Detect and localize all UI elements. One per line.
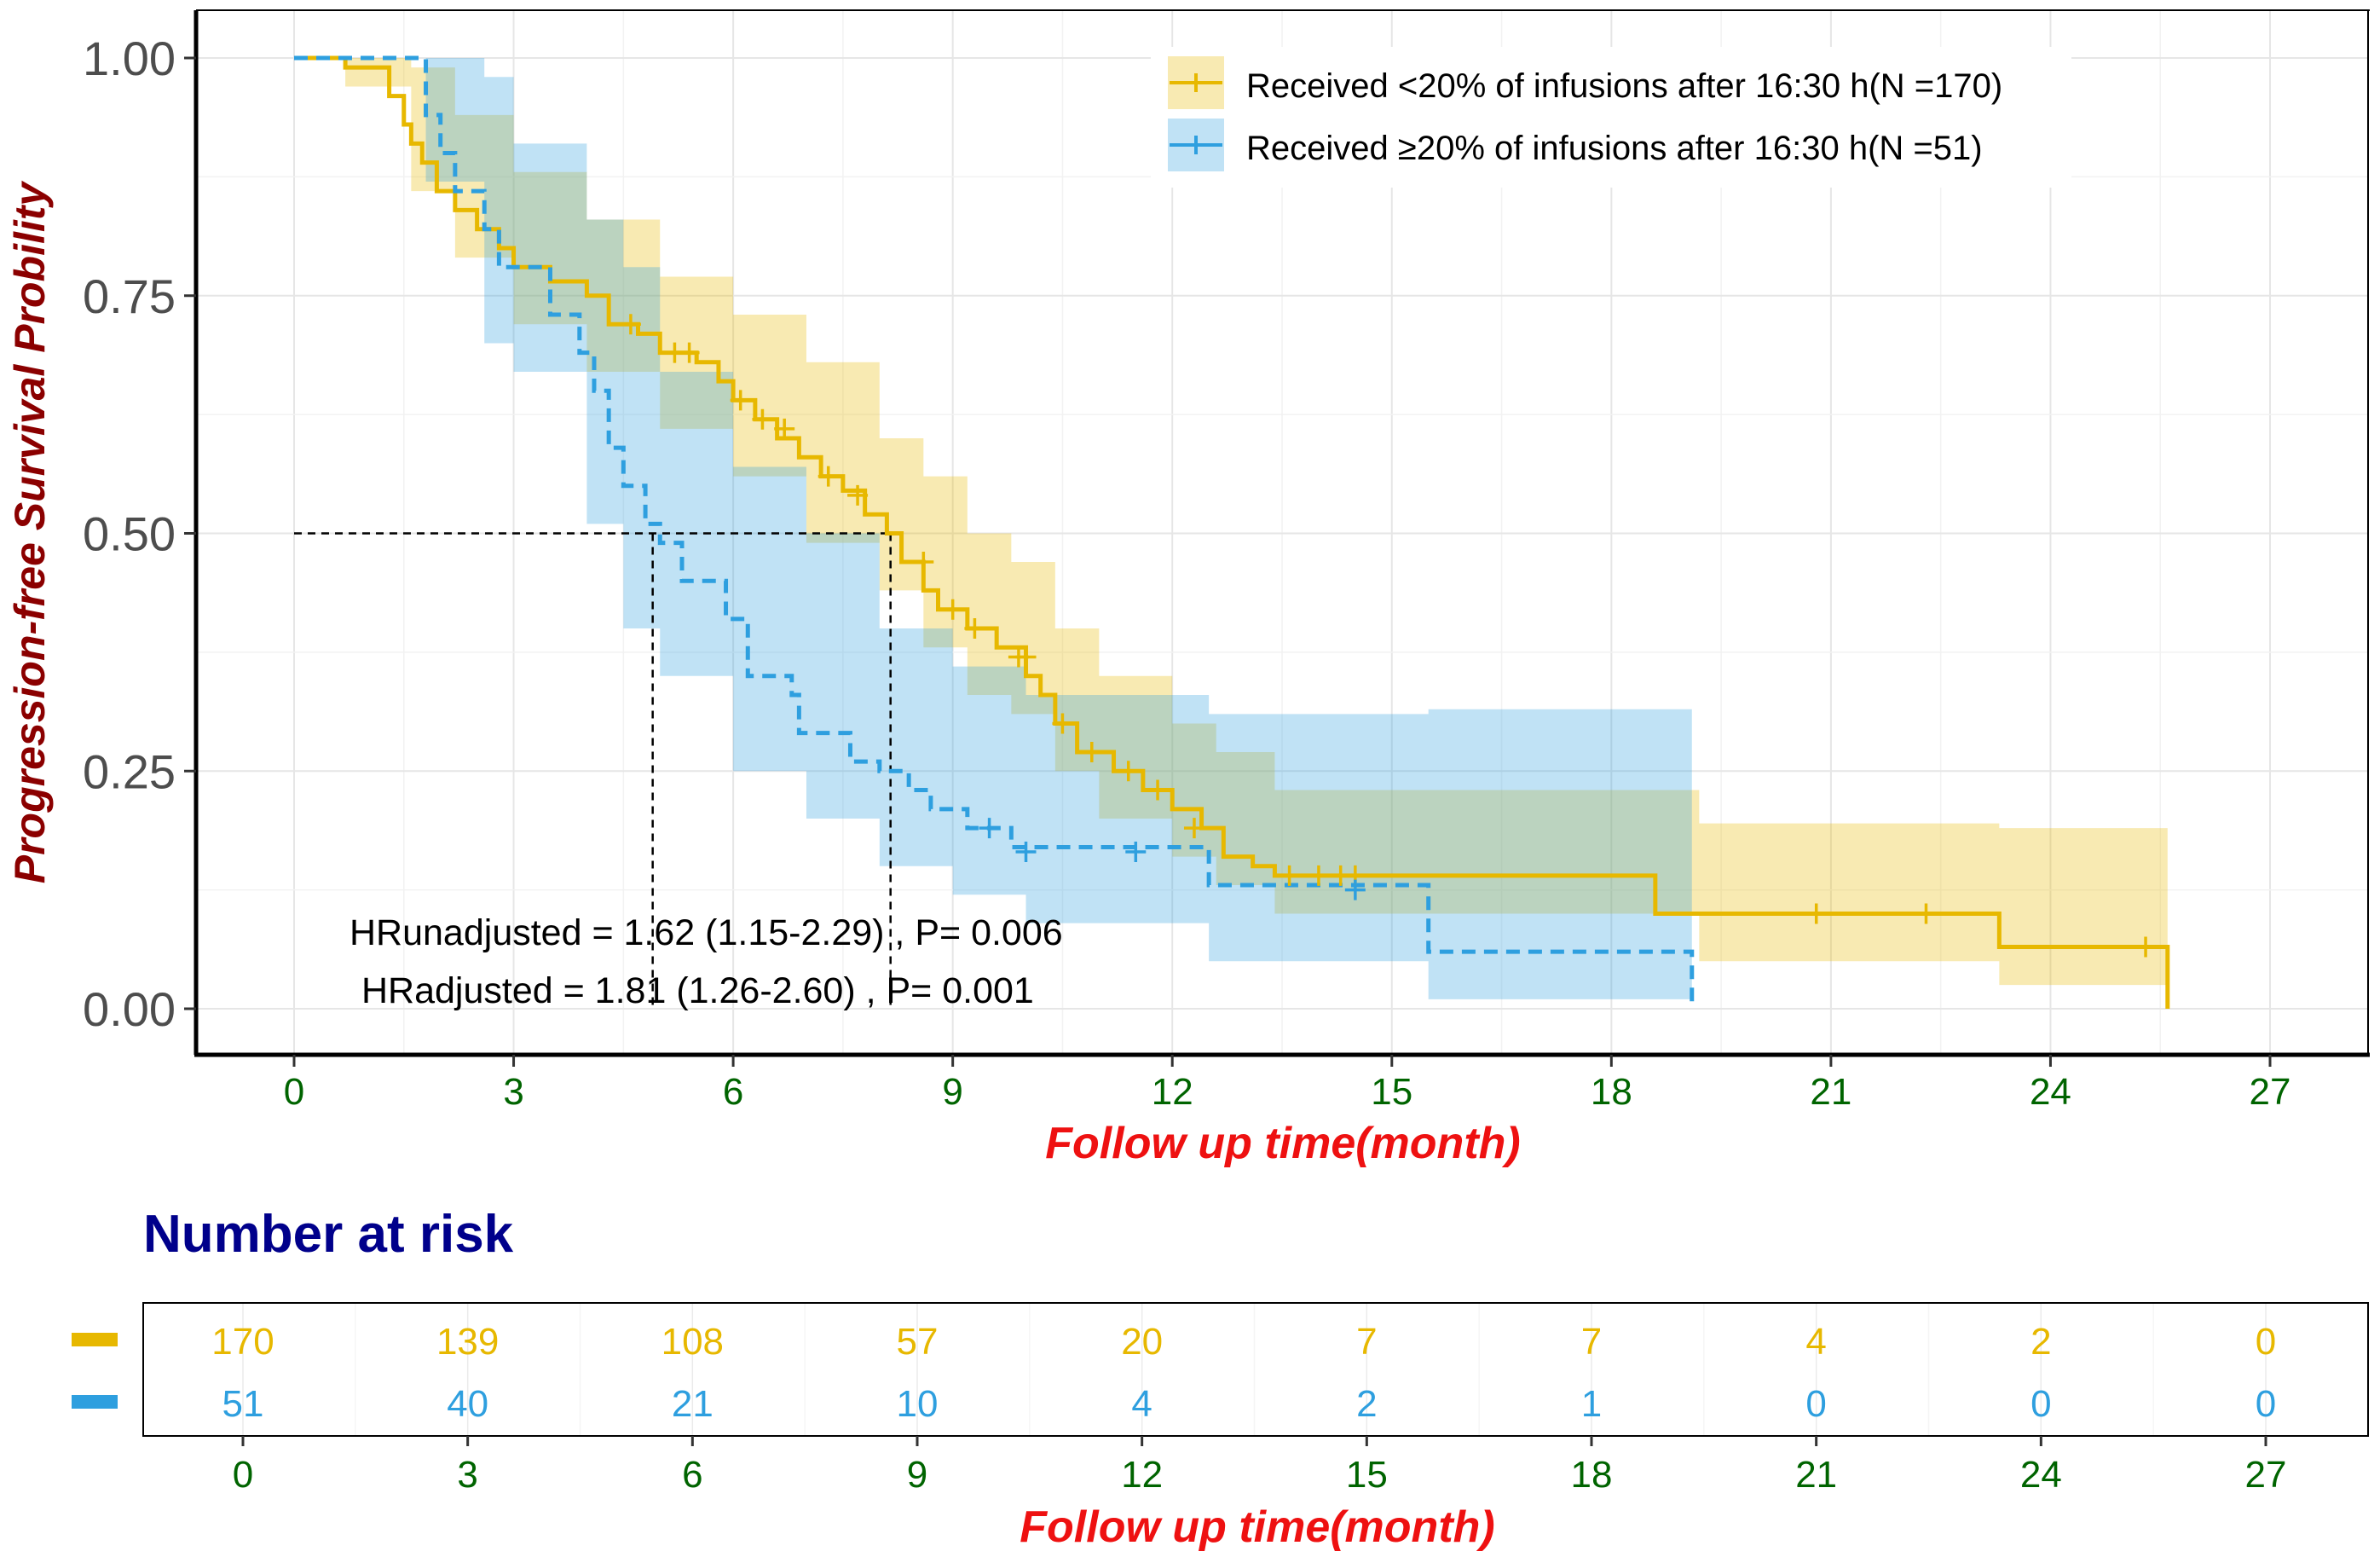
x-tick-label: 3: [503, 1071, 523, 1113]
censor-mark-1: [752, 408, 773, 430]
censor-mark-1: [2135, 936, 2157, 958]
censor-mark-1: [1279, 865, 1300, 886]
censor-mark-1: [847, 484, 869, 506]
risk-x-tick-label: 0: [233, 1454, 253, 1496]
risk-x-tick-label: 27: [2245, 1454, 2287, 1496]
risk-table-title: Number at risk: [143, 1205, 514, 1264]
censor-mark-1: [1308, 865, 1329, 886]
legend-background: [1151, 47, 2071, 188]
risk-count-row1: 0: [2256, 1321, 2276, 1363]
legend: Received <20% of infusions after 16:30 h…: [1151, 47, 2071, 188]
censor-mark-1: [1015, 646, 1037, 668]
y-axis-ticks: 0.00 0.25 0.50 0.75 1.00: [83, 32, 196, 1036]
risk-x-tick-label: 21: [1795, 1454, 1837, 1496]
risk-count-row1: 2: [2031, 1321, 2051, 1363]
censor-mark-1: [1915, 903, 1937, 924]
x-tick-label: 18: [1591, 1071, 1632, 1113]
ci-band-2: [294, 58, 1692, 999]
censor-mark-1: [1183, 818, 1204, 839]
y-tick-label: 0.75: [83, 269, 176, 323]
risk-count-row2: 0: [2256, 1383, 2276, 1425]
x-tick-label: 9: [942, 1071, 962, 1113]
x-tick-label: 15: [1371, 1071, 1412, 1113]
risk-count-row1: 4: [1805, 1321, 1826, 1363]
y-tick-label: 0.50: [83, 507, 176, 561]
censor-mark-1: [913, 551, 934, 572]
risk-x-tick-label: 12: [1121, 1454, 1163, 1496]
y-tick-label: 0.25: [83, 744, 176, 798]
x-axis-title: Follow up time(month): [1045, 1119, 1520, 1168]
survival-curve-2: [294, 55, 1695, 1009]
censor-mark-1: [679, 342, 700, 363]
hr-adjusted-annotation: HRadjusted = 1.81 (1.26-2.60) , P= 0.001: [361, 970, 1034, 1011]
risk-count-row2: 0: [2031, 1383, 2051, 1425]
x-tick-label: 24: [2030, 1071, 2071, 1113]
censor-mark-1: [620, 314, 641, 335]
risk-count-row1: 108: [661, 1321, 724, 1363]
risk-table-rows: 170 139 108 57 20 7 7 4 2 051 40 21 10 4 2 1 0 0 0: [211, 1321, 2276, 1425]
risk-table-gridlines: [242, 1304, 2267, 1435]
risk-count-row2: 0: [1805, 1383, 1826, 1425]
y-axis-title: Progression-free Survival Probility: [6, 181, 54, 884]
y-tick-label: 0.00: [83, 982, 176, 1036]
censor-mark-2: [1344, 879, 1366, 900]
censor-mark-1: [942, 599, 963, 620]
censor-mark-1: [774, 418, 795, 439]
x-tick-label: 6: [723, 1071, 743, 1113]
x-tick-label: 21: [1810, 1071, 1851, 1113]
censor-mark-2: [1015, 842, 1037, 863]
legend-label-group2: Received ≥20% of infusions after 16:30 h…: [1246, 130, 1983, 167]
risk-count-row2: 4: [1131, 1383, 1152, 1425]
risk-table-x-ticks: 0 3 6 9 12 15 18 21 24 27: [233, 1436, 2287, 1496]
risk-table-panel: [142, 1302, 2369, 1437]
risk-count-row1: 57: [897, 1321, 939, 1363]
legend-label-group1: Received <20% of infusions after 16:30 h…: [1246, 67, 2002, 105]
risk-x-tick-label: 9: [907, 1454, 927, 1496]
risk-count-row2: 21: [672, 1383, 713, 1425]
censor-mark-1: [817, 466, 839, 487]
risk-x-tick-label: 18: [1571, 1454, 1613, 1496]
risk-count-row1: 7: [1356, 1321, 1377, 1363]
risk-x-tick-label: 15: [1346, 1454, 1388, 1496]
risk-count-row1: 139: [436, 1321, 499, 1363]
risk-x-tick-label: 24: [2020, 1454, 2062, 1496]
risk-count-row2: 1: [1581, 1383, 1602, 1425]
censor-mark-1: [1081, 741, 1102, 762]
risk-x-tick-label: 3: [457, 1454, 477, 1496]
censor-mark-1: [1052, 713, 1073, 734]
risk-count-row2: 10: [897, 1383, 939, 1425]
x-tick-label: 27: [2250, 1071, 2291, 1113]
risk-count-row2: 2: [1356, 1383, 1377, 1425]
censor-mark-2: [1125, 842, 1147, 863]
risk-x-tick-label: 6: [682, 1454, 702, 1496]
y-tick-label: 1.00: [83, 32, 176, 85]
censor-mark-2: [979, 818, 1000, 839]
risk-row-group1-key: [72, 1333, 118, 1346]
censor-mark-1: [1147, 779, 1169, 801]
x-axis-ticks: 0 3 6 9 12 15 18 21 24 27: [284, 1055, 2291, 1113]
censor-marks: [620, 314, 2157, 958]
risk-count-row1: 170: [211, 1321, 274, 1363]
censor-mark-1: [730, 390, 751, 411]
x-tick-label: 0: [284, 1071, 304, 1113]
censor-mark-1: [1118, 761, 1139, 782]
risk-count-row1: 7: [1581, 1321, 1602, 1363]
x-tick-label: 12: [1152, 1071, 1193, 1113]
hr-unadjusted-annotation: HRunadjusted = 1.62 (1.15-2.29) , P= 0.0…: [349, 912, 1063, 953]
risk-row-group2-key: [72, 1395, 118, 1409]
risk-table-x-axis-title: Follow up time(month): [1020, 1502, 1494, 1552]
risk-count-row1: 20: [1121, 1321, 1163, 1363]
risk-count-row2: 40: [447, 1383, 488, 1425]
censor-mark-1: [964, 618, 985, 639]
censor-mark-1: [1805, 903, 1827, 924]
risk-count-row2: 51: [222, 1383, 264, 1425]
